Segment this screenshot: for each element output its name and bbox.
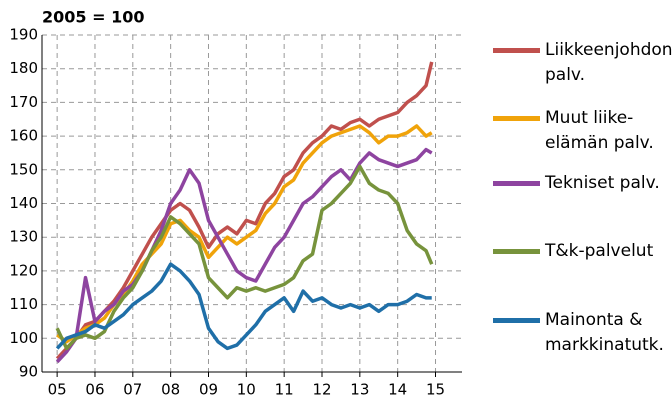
y-tick-label: 140 — [9, 194, 38, 212]
y-tick-label: 160 — [9, 127, 38, 145]
y-tick-label: 130 — [9, 228, 38, 246]
legend-entry: Mainonta & markkinatutk. — [493, 308, 671, 358]
x-tick-label: 12 — [312, 381, 331, 399]
legend-swatch — [493, 181, 540, 186]
legend-label: Tekniset palv. — [545, 173, 660, 193]
x-tick-label: 15 — [426, 381, 445, 399]
legend-entry: Tekniset palv. — [493, 171, 671, 196]
y-tick-label: 170 — [9, 93, 38, 111]
x-tick-label: 06 — [85, 381, 104, 399]
legend-swatch — [493, 249, 540, 254]
x-tick-label: 14 — [388, 381, 407, 399]
y-tick-label: 190 — [9, 26, 38, 44]
series-line — [55, 61, 434, 360]
legend-entry: Muut liike-elämän palv. — [493, 106, 671, 156]
x-tick-label: 09 — [199, 381, 218, 399]
legend-entry: T&k-palvelut — [493, 239, 671, 264]
y-tick-label: 110 — [9, 295, 38, 313]
legend-swatch — [493, 318, 540, 323]
legend-label: Liikkeenjohdon palv. — [545, 40, 672, 85]
legend-swatch — [493, 48, 540, 53]
x-tick-label: 08 — [161, 381, 180, 399]
y-tick-label: 90 — [19, 363, 38, 381]
y-tick-label: 180 — [9, 59, 38, 77]
x-tick-label: 10 — [237, 381, 256, 399]
legend-label: Muut liike-elämän palv. — [545, 108, 654, 153]
y-tick-label: 100 — [9, 329, 38, 347]
x-tick-label: 07 — [123, 381, 142, 399]
legend-label: Mainonta & markkinatutk. — [545, 310, 664, 355]
legend-label: T&k-palvelut — [545, 241, 654, 261]
legend-swatch — [493, 116, 540, 121]
series-line — [55, 262, 432, 351]
x-tick-label: 05 — [48, 381, 67, 399]
y-tick-label: 120 — [9, 261, 38, 279]
chart-title: 2005 = 100 — [42, 8, 144, 27]
series-line — [55, 147, 433, 364]
series-line — [55, 164, 434, 351]
legend-entry: Liikkeenjohdon palv. — [493, 38, 672, 88]
x-tick-label: 11 — [275, 381, 294, 399]
x-tick-label: 13 — [350, 381, 369, 399]
y-tick-label: 150 — [9, 160, 38, 178]
